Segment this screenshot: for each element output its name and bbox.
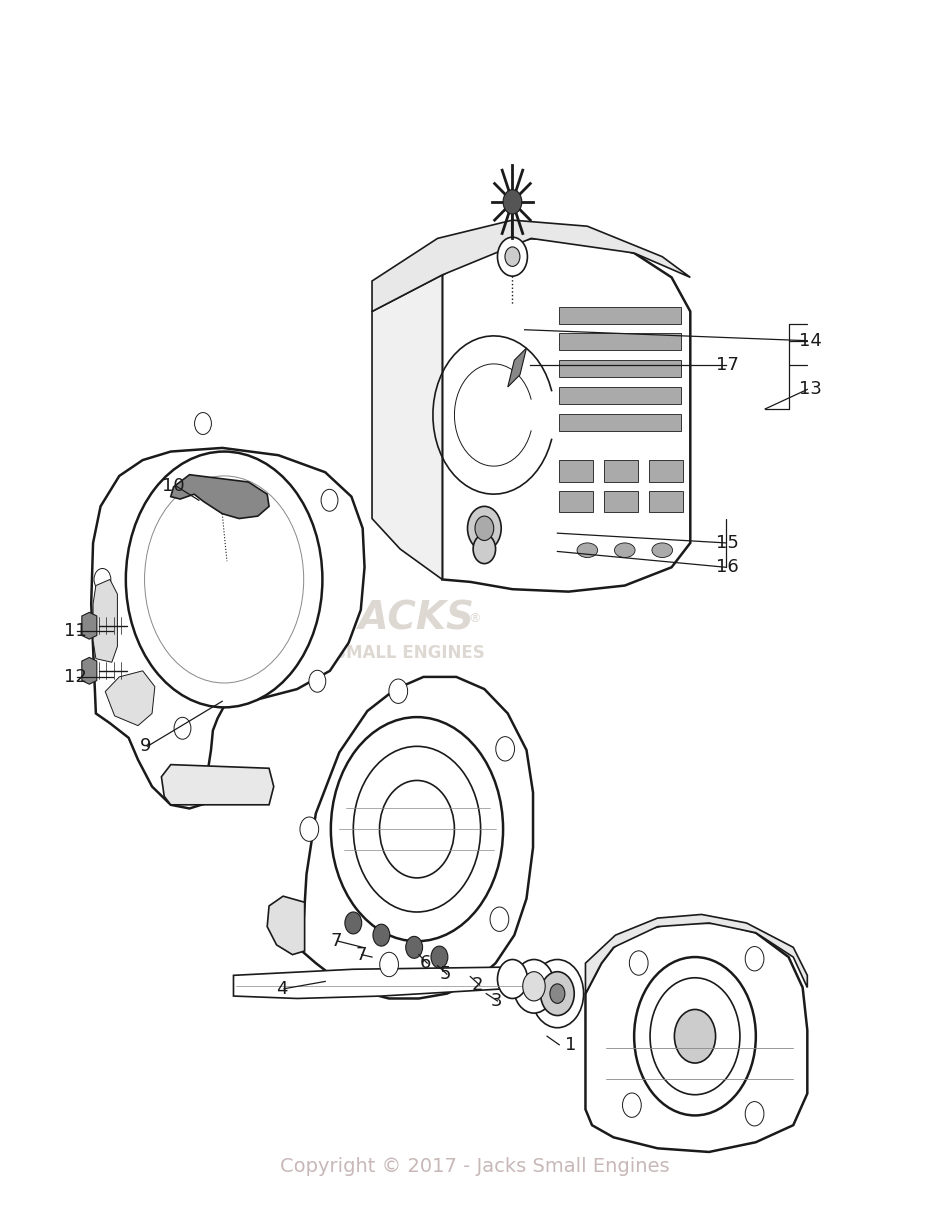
Circle shape <box>531 960 583 1027</box>
Ellipse shape <box>652 543 673 558</box>
Circle shape <box>144 476 304 683</box>
Text: 3: 3 <box>491 992 503 1010</box>
Circle shape <box>622 1093 641 1117</box>
Polygon shape <box>82 612 97 639</box>
Circle shape <box>745 946 764 971</box>
Circle shape <box>513 960 555 1013</box>
Circle shape <box>380 952 398 977</box>
Circle shape <box>490 907 509 931</box>
Polygon shape <box>560 414 681 431</box>
Ellipse shape <box>577 543 598 558</box>
Circle shape <box>504 190 522 214</box>
Circle shape <box>195 413 212 435</box>
Polygon shape <box>560 490 593 513</box>
Circle shape <box>94 568 111 590</box>
Circle shape <box>550 984 565 1003</box>
Circle shape <box>300 817 318 841</box>
Polygon shape <box>267 896 305 955</box>
Text: 13: 13 <box>799 381 822 398</box>
Circle shape <box>125 452 322 707</box>
Text: 2: 2 <box>472 976 484 994</box>
Polygon shape <box>91 448 365 808</box>
Polygon shape <box>585 923 808 1152</box>
Text: 9: 9 <box>140 737 151 755</box>
Polygon shape <box>234 967 526 998</box>
Text: 4: 4 <box>276 979 288 998</box>
Circle shape <box>345 912 362 934</box>
Polygon shape <box>443 238 691 591</box>
Circle shape <box>373 924 390 946</box>
Circle shape <box>467 506 502 551</box>
Circle shape <box>331 717 504 941</box>
Text: 12: 12 <box>64 668 86 686</box>
Circle shape <box>379 780 454 878</box>
Polygon shape <box>372 221 691 312</box>
Text: ®: ® <box>468 612 482 625</box>
Circle shape <box>406 936 423 958</box>
Polygon shape <box>604 460 637 482</box>
Polygon shape <box>162 765 274 804</box>
Circle shape <box>431 946 447 968</box>
Text: 15: 15 <box>716 533 739 552</box>
Polygon shape <box>560 307 681 324</box>
Text: 17: 17 <box>716 356 739 375</box>
Circle shape <box>635 957 756 1115</box>
Polygon shape <box>604 490 637 513</box>
Polygon shape <box>560 334 681 350</box>
Polygon shape <box>93 579 118 663</box>
Circle shape <box>309 670 326 692</box>
Circle shape <box>650 978 740 1095</box>
Polygon shape <box>82 658 97 684</box>
Polygon shape <box>171 474 269 519</box>
Polygon shape <box>507 347 526 387</box>
Circle shape <box>473 535 496 563</box>
Circle shape <box>321 489 338 511</box>
Text: 1: 1 <box>565 1036 576 1053</box>
Polygon shape <box>585 914 808 994</box>
Text: 10: 10 <box>162 477 185 495</box>
Circle shape <box>174 717 191 739</box>
Text: 7: 7 <box>355 946 367 963</box>
Text: SMALL ENGINES: SMALL ENGINES <box>334 643 484 662</box>
Circle shape <box>475 516 494 541</box>
Circle shape <box>498 960 527 998</box>
Text: 11: 11 <box>64 622 86 639</box>
Circle shape <box>353 747 481 912</box>
Polygon shape <box>105 670 155 726</box>
Circle shape <box>745 1101 764 1126</box>
Text: 5: 5 <box>439 965 451 983</box>
Polygon shape <box>649 490 683 513</box>
Polygon shape <box>560 460 593 482</box>
Circle shape <box>629 951 648 976</box>
Polygon shape <box>302 676 533 998</box>
Text: 7: 7 <box>331 933 342 950</box>
Polygon shape <box>560 387 681 404</box>
Ellipse shape <box>615 543 635 558</box>
Polygon shape <box>560 360 681 377</box>
Text: Copyright © 2017 - Jacks Small Engines: Copyright © 2017 - Jacks Small Engines <box>280 1157 670 1177</box>
Circle shape <box>389 679 408 703</box>
Circle shape <box>541 972 574 1015</box>
Polygon shape <box>649 460 683 482</box>
Circle shape <box>505 246 520 266</box>
Text: JACKS: JACKS <box>345 600 474 637</box>
Text: 14: 14 <box>799 331 822 350</box>
Circle shape <box>674 1009 715 1063</box>
Text: 16: 16 <box>716 558 739 577</box>
Text: 6: 6 <box>420 954 431 972</box>
Circle shape <box>522 972 545 1000</box>
Circle shape <box>498 238 527 276</box>
Polygon shape <box>372 275 443 579</box>
Circle shape <box>496 737 515 761</box>
